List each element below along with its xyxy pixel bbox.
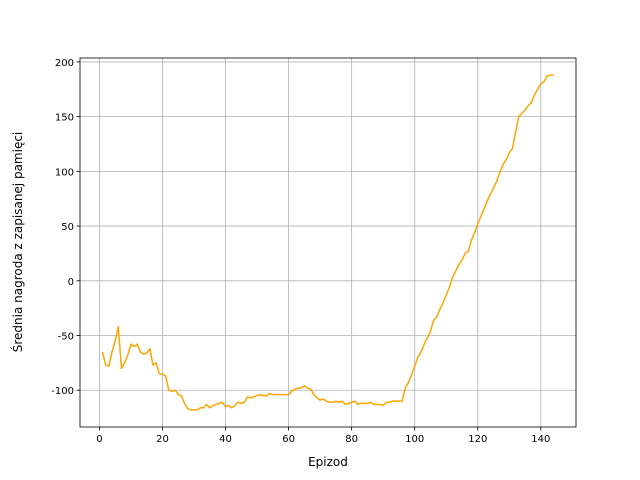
y-axis-label: Średnia nagroda z zapisanej pamięci [10,132,25,353]
x-axis-label: Epizod [308,455,348,469]
plot-frame [79,57,577,428]
y-tick-label: -50 [58,332,74,343]
x-tick-label: 60 [282,434,295,445]
x-tick-label: 120 [468,434,487,445]
y-tick-label: 150 [55,113,74,124]
y-tick-label: 100 [55,167,74,178]
y-tick-label: 50 [61,222,74,233]
x-tick-label: 140 [531,434,550,445]
x-tick-label: 100 [405,434,424,445]
x-tick-label: 80 [345,434,358,445]
x-tick-label: 20 [156,434,169,445]
x-tick-label: 0 [96,434,102,445]
y-tick-label: 200 [55,58,74,69]
y-tick-label: -100 [51,386,74,397]
x-tick-label: 40 [219,434,232,445]
y-tick-label: 0 [68,277,74,288]
line [101,74,554,411]
